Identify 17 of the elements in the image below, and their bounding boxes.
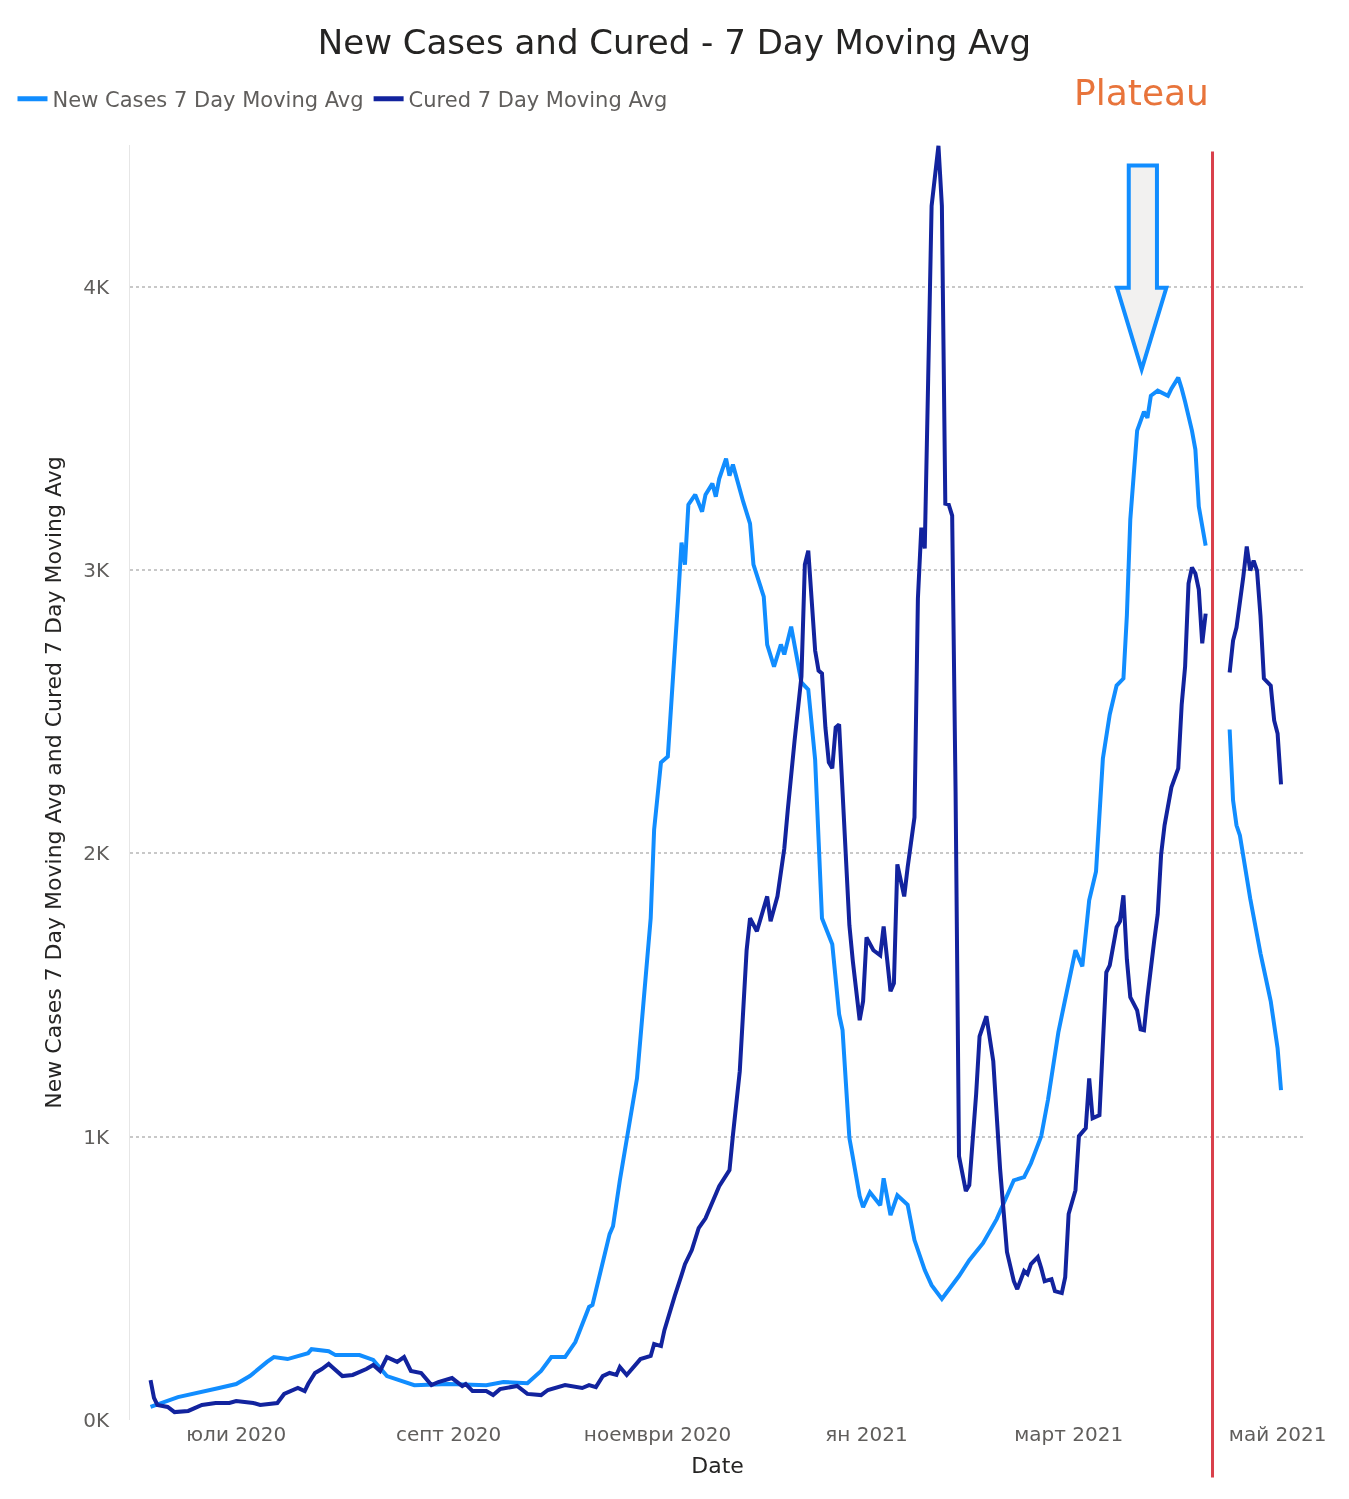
y-tick-label: 3K [83, 558, 110, 582]
legend-label: Cured 7 Day Moving Avg [408, 87, 668, 112]
y-tick-label: 2K [83, 841, 110, 866]
y-axis-title: New Cases 7 Day Moving Avg and Cured 7 Day Moving Avg [40, 456, 66, 1109]
x-tick-label: ян 2021 [825, 1422, 908, 1446]
text: Plateau [1074, 72, 1209, 113]
x-tick-label: септ 2020 [395, 1422, 502, 1446]
chart-title: New Cases and Cured - 7 Day Moving Avg [317, 21, 1032, 62]
x-axis-title: Date [691, 1452, 744, 1478]
y-tick-label: 0K [83, 1408, 110, 1432]
x-tick-label: ноември 2020 [583, 1422, 732, 1446]
y-tick-label: 4K [83, 274, 110, 299]
x-tick-label: март 2021 [1014, 1422, 1124, 1446]
y-tick-label: 1K [83, 1124, 110, 1149]
legend-label: New Cases 7 Day Moving Avg [52, 87, 364, 112]
x-tick-label: май 2021 [1228, 1422, 1327, 1446]
x-tick-label: юли 2020 [186, 1422, 287, 1446]
